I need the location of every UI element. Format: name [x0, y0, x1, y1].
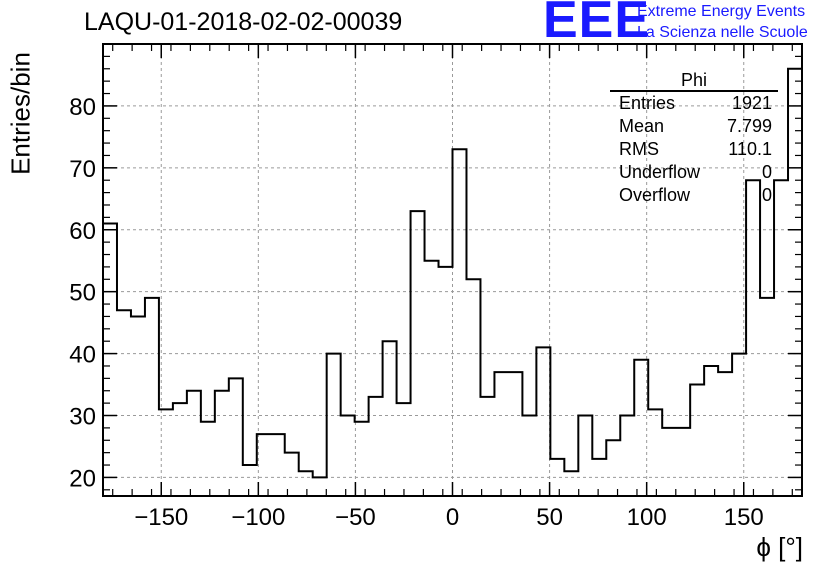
stats-value-overflow: 0: [761, 185, 772, 205]
x-tick-label: −150: [134, 504, 188, 531]
y-tick-label: 80: [69, 94, 96, 121]
stats-label-mean: Mean: [619, 116, 665, 136]
logo-line-1: Extreme Energy Events: [637, 3, 806, 20]
y-tick-label: 50: [69, 280, 96, 307]
logo-line-2: La Scienza nelle Scuole: [637, 24, 808, 41]
chart-title: LAQU-01-2018-02-02-00039: [84, 8, 403, 36]
y-tick-label: 30: [69, 404, 96, 431]
x-tick-label: 150: [724, 504, 764, 531]
grid-lines: [103, 44, 802, 496]
axis-ticks: −150 −100 −50 0 50 100 150 20 30 40 50 60 70 80: [69, 44, 802, 531]
stats-label-overflow: Overflow: [619, 185, 691, 205]
y-tick-label: 20: [69, 465, 96, 492]
stats-value-underflow: 0: [761, 162, 772, 182]
stats-value-rms: 110.1: [728, 139, 772, 159]
stats-label-rms: RMS: [619, 139, 659, 159]
stats-value-mean: 7.799: [726, 116, 772, 136]
x-axis-label: ϕ [°]: [756, 532, 803, 562]
stats-label-underflow: Underflow: [619, 162, 701, 182]
x-tick-label: 0: [446, 504, 459, 531]
x-tick-label: −100: [231, 504, 285, 531]
y-tick-label: 70: [69, 156, 96, 183]
stats-title: Phi: [680, 70, 707, 90]
y-axis-label: Entries/bin: [5, 52, 36, 175]
eee-logo: EEE: [543, 0, 651, 49]
x-tick-label: −50: [335, 504, 376, 531]
y-tick-label: 40: [69, 342, 96, 369]
x-tick-label: 50: [536, 504, 563, 531]
histogram-line: [102, 67, 803, 496]
y-tick-label: 60: [69, 218, 96, 245]
stats-label-entries: Entries: [619, 93, 676, 113]
stats-value-entries: 1921: [731, 93, 772, 113]
x-tick-label: 100: [627, 504, 667, 531]
